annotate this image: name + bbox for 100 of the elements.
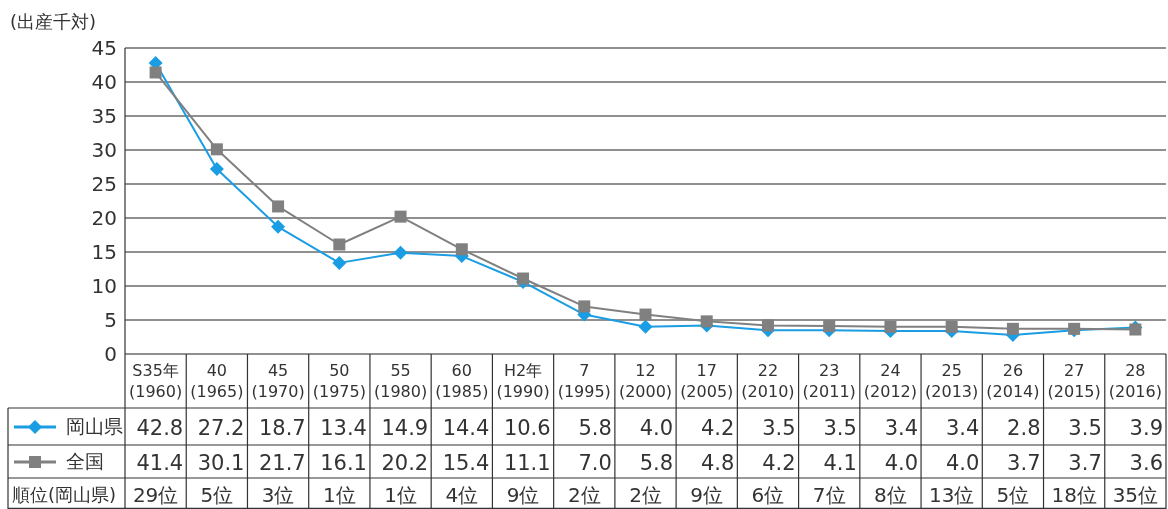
point [272, 200, 285, 213]
y-tick-label: 40 [91, 70, 117, 95]
data-label: 14.9 [381, 415, 429, 440]
x-tick-label: 12 (2000) [618, 361, 673, 401]
data-label: 5.8 [639, 450, 674, 475]
data-label: 3.5 [1068, 415, 1102, 440]
data-label: 4.2 [762, 450, 796, 475]
data-label: 11.1 [503, 450, 551, 475]
point [945, 320, 958, 333]
data-label: 5.8 [578, 415, 612, 440]
y-tick-label: 20 [91, 206, 117, 231]
text: 2位 [567, 482, 601, 507]
text: 1位 [384, 482, 417, 507]
data-label: 3.5 [762, 415, 796, 440]
text: 7位 [812, 482, 846, 507]
point [761, 319, 774, 332]
point [455, 243, 468, 256]
point [700, 315, 713, 328]
y-tick-label: 35 [91, 104, 117, 129]
x-tick-label: 40 (1965) [190, 361, 244, 401]
point [578, 300, 591, 313]
text: 5位 [996, 482, 1030, 507]
data-label: 3.4 [945, 415, 980, 440]
point [823, 320, 836, 333]
point [333, 238, 346, 251]
data-label: 10.6 [503, 415, 551, 440]
point [638, 319, 653, 334]
y-tick-label: 10 [91, 274, 117, 299]
y-tick-label: 25 [91, 172, 117, 197]
text: 9位 [506, 482, 540, 507]
x-tick-label: 60 (1985) [435, 361, 489, 401]
x-tick-label: 22 (2010) [741, 361, 795, 401]
data-label: 27.2 [197, 415, 245, 440]
point [271, 219, 286, 234]
text: 4位 [445, 482, 479, 507]
x-tick-label: 55 (1980) [373, 361, 428, 401]
data-label: 4.1 [823, 450, 857, 475]
data-label: 20.2 [381, 450, 429, 475]
data-label: 4.0 [945, 450, 980, 475]
data-label: 13.4 [320, 415, 367, 440]
x-tick-label: 23 (2011) [802, 361, 856, 401]
y-tick-label: 45 [91, 36, 117, 61]
y-tick-label: 30 [91, 138, 117, 163]
data-label: 16.1 [320, 450, 367, 475]
text: 18位 [1051, 482, 1097, 507]
text: 8位 [874, 482, 907, 507]
x-tick-label: 45 (1970) [251, 361, 305, 401]
y-tick-label: 0 [104, 342, 117, 367]
x-tick-label: S35年 (1960) [129, 361, 183, 401]
point [517, 272, 530, 285]
data-label: 30.1 [197, 450, 245, 475]
text: 5位 [200, 482, 234, 507]
x-tick-label: 26 (2014) [986, 361, 1040, 401]
text: 29位 [132, 482, 179, 507]
x-tick-label: 28 (2016) [1108, 361, 1162, 401]
data-label: 2.8 [1007, 415, 1041, 440]
x-tick-label: H2年 (1990) [496, 361, 550, 401]
data-label: 42.8 [136, 415, 184, 440]
y-axis-title: (出産千対) [10, 11, 97, 32]
data-label: 3.5 [823, 415, 857, 440]
legend-label: 岡山県 [66, 413, 123, 439]
data-label: 41.4 [136, 450, 184, 475]
data-label: 3.7 [1007, 450, 1041, 475]
y-tick-label: 5 [104, 308, 117, 333]
point [394, 210, 407, 223]
text: 35位 [1112, 482, 1159, 507]
data-label: 3.9 [1129, 415, 1163, 440]
point [209, 162, 224, 177]
text: 順位(岡山県) [12, 483, 117, 505]
data-label: 4.8 [700, 450, 735, 475]
x-tick-label: 7 (1995) [557, 361, 611, 401]
data-label: 3.7 [1068, 450, 1102, 475]
text: 9位 [690, 482, 724, 507]
legend-label: 全国 [66, 448, 104, 474]
data-label: 3.4 [884, 415, 919, 440]
data-label: 4.0 [884, 450, 919, 475]
x-tick-label: 25 (2013) [925, 361, 979, 401]
point [884, 320, 897, 333]
data-label: 4.0 [639, 415, 674, 440]
point [1006, 322, 1019, 335]
data-label: 18.7 [258, 415, 306, 440]
data-label: 15.4 [442, 450, 490, 475]
x-tick-label: 27 (2015) [1047, 361, 1101, 401]
point [332, 255, 347, 270]
text: 2位 [629, 482, 662, 507]
y-tick-label: 15 [91, 240, 117, 265]
data-label: 4.2 [700, 415, 735, 440]
point [210, 143, 223, 156]
data-label: 14.4 [442, 415, 490, 440]
data-label: 21.7 [258, 450, 306, 475]
x-tick-label: 24 (2012) [863, 361, 918, 401]
data-label: 3.6 [1129, 450, 1163, 475]
text: 3位 [261, 482, 295, 507]
text: 6位 [751, 482, 785, 507]
point [639, 308, 652, 321]
data-label: 7.0 [578, 450, 612, 475]
text: 1位 [322, 482, 356, 507]
point [149, 66, 162, 79]
x-tick-label: 17 (2005) [680, 361, 734, 401]
point [393, 245, 408, 260]
